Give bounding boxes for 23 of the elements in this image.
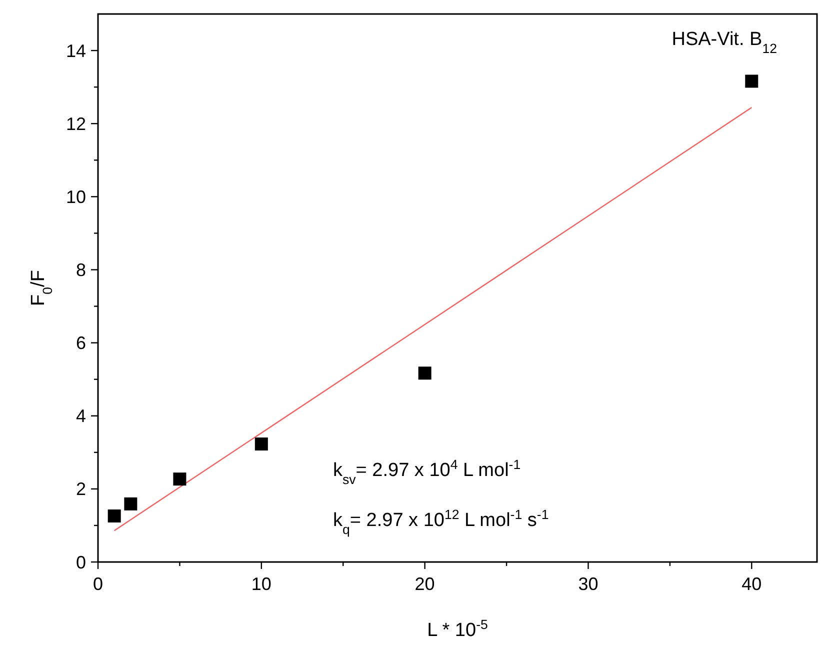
y-tick-label: 10 bbox=[66, 186, 86, 207]
y-tick-label: 6 bbox=[76, 333, 86, 354]
annotation: HSA-Vit. B$_{12}$ bbox=[672, 29, 777, 56]
annotation: k$_{q}$= 2.97 x 10$^{12}$ L mol$^{-1}$ s$^{-1}$ bbox=[333, 506, 549, 536]
x-axis-title: L * 10$^{-5}$ bbox=[427, 616, 488, 641]
point bbox=[108, 509, 121, 522]
x-tick-label: 40 bbox=[742, 574, 762, 594]
x-tick-label: 20 bbox=[414, 574, 435, 594]
point bbox=[254, 437, 268, 450]
y-tick-label: 8 bbox=[76, 260, 86, 280]
point bbox=[124, 497, 138, 510]
point bbox=[418, 366, 432, 380]
y-tick-label: 14 bbox=[66, 40, 86, 61]
x-tick-label: 30 bbox=[578, 574, 598, 594]
point bbox=[173, 472, 186, 486]
y-tick-label: 12 bbox=[66, 114, 86, 134]
x-tick-label: 10 bbox=[251, 574, 272, 594]
annotation: k$_{sv}$= 2.97 x 10$^{4}$ L mol$^{-1}$ bbox=[333, 456, 521, 486]
y-tick-label: 2 bbox=[76, 479, 86, 500]
point bbox=[745, 74, 758, 88]
y-tick-label: 4 bbox=[76, 406, 86, 426]
x-tick-label: 0 bbox=[92, 574, 104, 594]
y-tick-label: 0 bbox=[76, 552, 86, 572]
